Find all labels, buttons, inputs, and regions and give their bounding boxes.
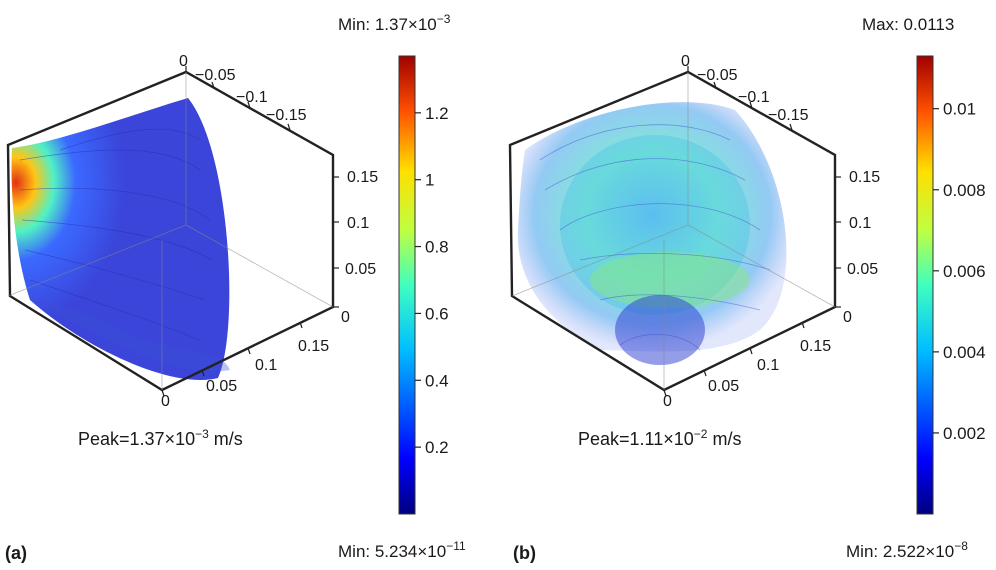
- flow-volume-a: [11, 98, 230, 380]
- axis-tick-labels-b: 0 −0.05 −0.1 −0.15 0.15 0.1 0.05 0 0.15 …: [663, 53, 880, 410]
- colorbar-tick-label: 0.004: [943, 343, 986, 362]
- panel-a: 0 −0.05 −0.1 −0.15 0.15 0.1 0.05 0 0.15 …: [5, 12, 466, 563]
- tick-front-0-a: 0: [161, 393, 170, 410]
- colorbar-bottom-label-b: Min: 2.522×10−8: [846, 539, 968, 561]
- tick-vert-01-a: 0.1: [347, 215, 369, 232]
- colorbar-tick-label: 1: [425, 171, 434, 190]
- colorbar-bottom-label-a: Min: 5.234×10−11: [338, 539, 466, 561]
- colorbar-a: 0.2 0.4 0.6 0.8 1 1.2 Min: 1.37×10−3 Min: 5.2…: [338, 12, 466, 561]
- tick-vert-015-b: 0.15: [849, 169, 880, 186]
- panel-label-a: (a): [5, 543, 27, 563]
- tick-top-015-a: −0.15: [266, 107, 307, 124]
- tick-vert-005-b: 0.05: [847, 261, 878, 278]
- tick-vert-0-b: 0: [843, 309, 852, 326]
- colorbar-tick-label: 0.2: [425, 438, 449, 457]
- colorbar-tick-label: 0.008: [943, 181, 986, 200]
- tick-marks-a: [161, 66, 339, 397]
- tick-front-0-b: 0: [663, 393, 672, 410]
- tick-front-01-b: 0.1: [757, 357, 779, 374]
- tick-top-01-b: −0.1: [738, 89, 770, 106]
- tick-vert-005-a: 0.05: [345, 261, 376, 278]
- tick-top-005-b: −0.05: [697, 67, 738, 84]
- tick-vert-015-a: 0.15: [347, 169, 378, 186]
- colorbar-gradient-b: [916, 55, 934, 515]
- colorbar-tick-label: 0.8: [425, 238, 449, 257]
- peak-label-b: Peak=1.11×10−2 m/s: [578, 427, 741, 449]
- tick-top-015-b: −0.15: [768, 107, 809, 124]
- colorbar-gradient-a: [398, 55, 416, 515]
- tick-vert-01-b: 0.1: [849, 215, 871, 232]
- colorbar-top-label-b: Max: 0.0113: [862, 15, 954, 34]
- colorbar-ticks-a: 0.2 0.4 0.6 0.8 1 1.2: [415, 104, 449, 457]
- colorbar-tick-label: 0.4: [425, 371, 449, 390]
- colorbar-tick-label: 0.01: [943, 100, 976, 119]
- tick-front-005-a: 0.05: [206, 378, 237, 395]
- flow-volume-b: [517, 102, 787, 365]
- tick-vert-0-a: 0: [341, 309, 350, 326]
- panel-b: 0 −0.05 −0.1 −0.15 0.15 0.1 0.05 0 0.15 …: [508, 15, 986, 563]
- colorbar-top-label-a: Min: 1.37×10−3: [338, 12, 451, 34]
- tick-front-005-b: 0.05: [708, 378, 739, 395]
- tick-marks-b: [663, 66, 841, 397]
- colorbar-tick-label: 0.002: [943, 424, 986, 443]
- tick-top-005-a: −0.05: [195, 67, 236, 84]
- tick-top-0-a: 0: [179, 53, 188, 70]
- colorbar-b: 0.002 0.004 0.006 0.008 0.01 Max: 0.0113 Min…: [846, 15, 986, 561]
- colorbar-tick-label: 0.006: [943, 262, 986, 281]
- tick-front-015-a: 0.15: [298, 338, 329, 355]
- axis-tick-labels-a: 0 −0.05 −0.1 −0.15 0.15 0.1 0.05 0 0.15 …: [161, 53, 378, 410]
- tick-front-015-b: 0.15: [800, 338, 831, 355]
- panel-label-b: (b): [513, 543, 536, 563]
- colorbar-tick-label: 1.2: [425, 104, 449, 123]
- tick-top-01-a: −0.1: [236, 89, 268, 106]
- tick-top-0-b: 0: [681, 53, 690, 70]
- colorbar-ticks-b: 0.002 0.004 0.006 0.008 0.01: [933, 100, 986, 443]
- tick-front-01-a: 0.1: [255, 357, 277, 374]
- colorbar-tick-label: 0.6: [425, 304, 449, 323]
- peak-label-a: Peak=1.37×10−3 m/s: [78, 427, 243, 449]
